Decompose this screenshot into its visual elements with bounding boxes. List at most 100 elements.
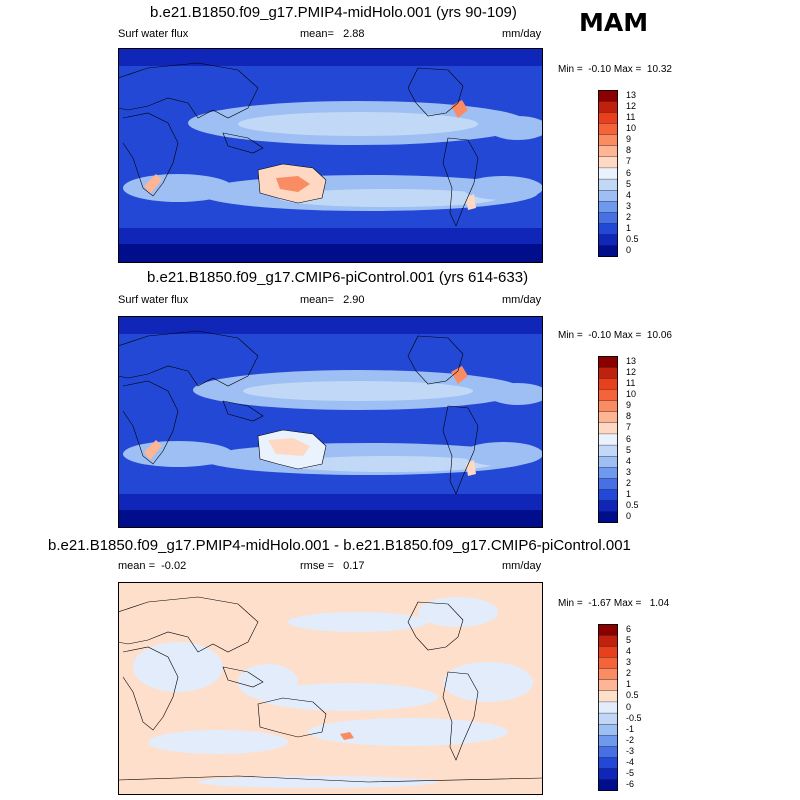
colorbar-tick-label: -1: [626, 724, 634, 734]
colorbar-tick-label: 7: [626, 156, 631, 166]
colorbar-tick-label: 2: [626, 212, 631, 222]
colorbar-swatch: [598, 412, 618, 423]
panel-3-rmse: rmse = 0.17: [300, 560, 365, 572]
panel-1-variable-label: Surf water flux: [118, 28, 188, 40]
panel-1-map: [118, 48, 543, 263]
panel-1-units: mm/day: [502, 28, 541, 40]
colorbar-tick-label: 4: [626, 646, 631, 656]
panel-3-mean: mean = -0.02: [118, 560, 186, 572]
colorbar-swatch: [598, 190, 618, 201]
colorbar-swatch: [598, 646, 618, 657]
colorbar-tick-label: 1: [626, 223, 631, 233]
colorbar-swatch: [598, 90, 618, 101]
colorbar-swatch: [598, 112, 618, 123]
panel-1-mean: mean= 2.88: [300, 28, 365, 40]
colorbar-tick-label: -2: [626, 735, 634, 745]
colorbar-swatch: [598, 758, 618, 769]
colorbar-tick-label: 10: [626, 123, 636, 133]
colorbar-tick-label: 13: [626, 90, 636, 100]
colorbar-tick-label: 4: [626, 190, 631, 200]
colorbar-tick-label: 8: [626, 411, 631, 421]
colorbar-swatch: [598, 635, 618, 646]
colorbar-tick-label: -0.5: [626, 713, 642, 723]
panel-1-title: b.e21.B1850.f09_g17.PMIP4-midHolo.001 (y…: [150, 4, 517, 21]
colorbar-swatch: [598, 135, 618, 146]
colorbar-tick-label: 3: [626, 467, 631, 477]
colorbar-swatch: [598, 713, 618, 724]
colorbar-swatch: [598, 123, 618, 134]
panel-2-colorbar-labels: 13 12 11 10 9 8 7 6 5 4 3 2 1 0.5 0: [626, 356, 656, 523]
colorbar-swatch: [598, 401, 618, 412]
colorbar-swatch: [598, 423, 618, 434]
colorbar-tick-label: 3: [626, 201, 631, 211]
panel-3-units: mm/day: [502, 560, 541, 572]
colorbar-swatch: [598, 669, 618, 680]
colorbar-tick-label: 0.5: [626, 234, 639, 244]
colorbar-tick-label: 5: [626, 179, 631, 189]
colorbar-tick-label: -6: [626, 779, 634, 789]
colorbar-tick-label: 0: [626, 245, 631, 255]
panel-2-mean: mean= 2.90: [300, 294, 365, 306]
colorbar-swatch: [598, 456, 618, 467]
colorbar-swatch: [598, 212, 618, 223]
colorbar-swatch: [598, 724, 618, 735]
panel-1-colorbar: [598, 90, 618, 257]
colorbar-swatch: [598, 378, 618, 389]
colorbar-tick-label: 0: [626, 511, 631, 521]
colorbar-tick-label: 5: [626, 635, 631, 645]
colorbar-swatch: [598, 467, 618, 478]
colorbar-tick-label: -5: [626, 768, 634, 778]
colorbar-tick-label: 0: [626, 702, 631, 712]
colorbar-swatch: [598, 501, 618, 512]
colorbar-swatch: [598, 179, 618, 190]
colorbar-tick-label: 10: [626, 389, 636, 399]
colorbar-swatch: [598, 168, 618, 179]
colorbar-swatch: [598, 512, 618, 523]
colorbar-swatch: [598, 201, 618, 212]
colorbar-tick-label: 1: [626, 679, 631, 689]
colorbar-tick-label: 2: [626, 668, 631, 678]
panel-1-colorbar-labels: 13 12 11 10 9 8 7 6 5 4 3 2 1 0.5 0: [626, 90, 656, 257]
colorbar-tick-label: 6: [626, 168, 631, 178]
colorbar-tick-label: -4: [626, 757, 634, 767]
colorbar-swatch: [598, 445, 618, 456]
colorbar-swatch: [598, 691, 618, 702]
panel-2-title: b.e21.B1850.f09_g17.CMIP6-piControl.001 …: [147, 269, 528, 286]
colorbar-swatch: [598, 434, 618, 445]
colorbar-tick-label: 9: [626, 134, 631, 144]
colorbar-tick-label: 5: [626, 445, 631, 455]
colorbar-tick-label: 0.5: [626, 690, 639, 700]
colorbar-tick-label: 6: [626, 624, 631, 634]
colorbar-swatch: [598, 224, 618, 235]
panel-2-units: mm/day: [502, 294, 541, 306]
colorbar-tick-label: 1: [626, 489, 631, 499]
colorbar-tick-label: -3: [626, 746, 634, 756]
colorbar-swatch: [598, 490, 618, 501]
colorbar-swatch: [598, 657, 618, 668]
colorbar-tick-label: 12: [626, 101, 636, 111]
colorbar-swatch: [598, 367, 618, 378]
panel-2-variable-label: Surf water flux: [118, 294, 188, 306]
panel-2-colorbar: [598, 356, 618, 523]
panel-3-map: [118, 582, 543, 795]
panel-3-colorbar-labels: 6 5 4 3 2 1 0.5 0 -0.5 -1 -2 -3 -4 -5 -6: [626, 624, 656, 791]
colorbar-swatch: [598, 356, 618, 367]
panel-3-title: b.e21.B1850.f09_g17.PMIP4-midHolo.001 - …: [48, 537, 631, 554]
colorbar-swatch: [598, 146, 618, 157]
colorbar-tick-label: 4: [626, 456, 631, 466]
colorbar-tick-label: 9: [626, 400, 631, 410]
colorbar-tick-label: 2: [626, 478, 631, 488]
panel-3-colorbar: [598, 624, 618, 791]
panel-2-minmax: Min = -0.10 Max = 10.06: [558, 330, 672, 341]
colorbar-swatch: [598, 624, 618, 635]
colorbar-swatch: [598, 235, 618, 246]
panel-2-map: [118, 316, 543, 528]
colorbar-tick-label: 3: [626, 657, 631, 667]
colorbar-swatch: [598, 702, 618, 713]
colorbar-swatch: [598, 680, 618, 691]
colorbar-tick-label: 11: [626, 112, 635, 122]
panel-3-minmax: Min = -1.67 Max = 1.04: [558, 598, 669, 609]
colorbar-swatch: [598, 246, 618, 257]
colorbar-swatch: [598, 780, 618, 791]
colorbar-tick-label: 0.5: [626, 500, 639, 510]
